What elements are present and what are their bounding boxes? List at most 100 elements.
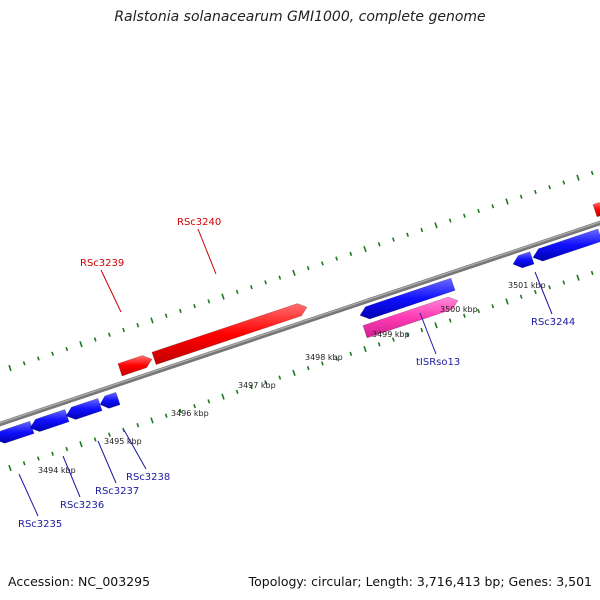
gene-label-rsc3244: RSc3244: [531, 317, 575, 328]
gene-label-tisrso13: tISRso13: [416, 357, 460, 368]
inner-tick: [392, 337, 395, 342]
outer-tick: [477, 208, 480, 214]
inner-tick: [136, 423, 140, 428]
outer-tick: [377, 242, 381, 247]
inner-tick: [448, 318, 452, 323]
leader-line-tisrso13: [419, 312, 437, 355]
ruler-labels: 3494 kbp 3495 kbp 3496 kbp 3497 kbp 3498 kbp…: [38, 281, 546, 475]
gene-label-rsc3237: RSc3237: [95, 486, 139, 497]
backbone-line: [0, 220, 600, 427]
outer-tick: [562, 180, 566, 185]
inner-tick: [221, 393, 225, 400]
outer-tick-track: [8, 170, 594, 372]
inner-tick: [363, 345, 367, 353]
inner-tick: [321, 361, 324, 366]
outer-tick: [420, 227, 424, 233]
gene-arrow-rsc3239: [117, 355, 153, 377]
gene-features: [0, 202, 600, 444]
outer-tick: [207, 299, 211, 304]
accession-label: Accession: NC_003295: [8, 574, 151, 589]
ruler-label: 3495 kbp: [104, 437, 142, 446]
inner-tick: [79, 441, 83, 448]
leader-line-rsc3239: [100, 269, 122, 313]
leader-line-rsc3235: [18, 473, 39, 517]
outer-tick: [349, 251, 353, 256]
inner-tick: [122, 427, 125, 433]
gene-label-rsc3238: RSc3238: [126, 472, 170, 483]
inner-tick: [377, 342, 381, 347]
outer-tick: [235, 289, 239, 295]
inner-tick: [534, 289, 537, 295]
outer-tick: [8, 364, 12, 372]
outer-tick: [491, 204, 495, 209]
leader-line-rsc3236: [62, 455, 81, 498]
gene-label-rsc3235: RSc3235: [18, 519, 62, 530]
outer-tick: [534, 189, 537, 195]
outer-tick: [93, 337, 97, 342]
outer-tick: [590, 170, 594, 176]
outer-tick: [306, 265, 310, 271]
genome-summary: Topology: circular; Length: 3,716,413 bp…: [248, 574, 592, 589]
gene-arrow-rsc3240: [151, 303, 308, 365]
inner-tick: [22, 461, 26, 466]
inner-tick: [37, 456, 40, 461]
inner-tick: [406, 332, 409, 337]
inner-tick: [463, 313, 466, 318]
ruler-label: 3496 kbp: [171, 409, 209, 418]
gene-labels: RSc3239 RSc3240 tISRso13 RSc3244 RSc3235 RSc3…: [18, 217, 575, 530]
outer-tick: [193, 304, 196, 309]
inner-tick: [491, 304, 495, 309]
gene-arrow-tisrso13: [362, 296, 459, 339]
ruler-label: 3494 kbp: [38, 466, 76, 475]
inner-tick: [562, 280, 566, 285]
outer-tick: [406, 232, 409, 237]
inner-tick: [335, 356, 338, 361]
outer-tick: [264, 280, 267, 285]
outer-tick: [122, 327, 125, 333]
outer-tick: [150, 317, 154, 324]
map-title: Ralstonia solanacearum GMI1000, complete…: [114, 9, 486, 25]
inner-tick: [306, 365, 310, 371]
ruler-label: 3498 kbp: [305, 353, 343, 362]
inner-tick: [93, 437, 97, 442]
outer-tick: [335, 256, 338, 261]
outer-tick: [548, 185, 551, 190]
inner-tick: [590, 270, 594, 276]
outer-tick: [278, 275, 282, 280]
outer-tick: [292, 269, 296, 276]
leader-line-rsc3240: [197, 228, 217, 275]
ruler-label: 3499 kbp: [372, 330, 410, 339]
outer-tick: [22, 361, 26, 366]
backbone-highlight: [0, 221, 600, 424]
inner-tick: [477, 308, 480, 314]
inner-tick: [150, 417, 154, 424]
outer-tick: [434, 222, 438, 229]
outer-tick: [51, 351, 54, 356]
inner-tick: [420, 327, 424, 333]
outer-tick: [363, 245, 367, 253]
outer-tick: [321, 261, 324, 266]
outer-tick: [392, 237, 395, 242]
outer-tick: [37, 356, 40, 361]
gene-label-rsc3239: RSc3239: [80, 258, 124, 269]
ruler-label: 3501 kbp: [508, 281, 546, 290]
inner-tick: [164, 413, 168, 418]
inner-tick: [505, 298, 509, 305]
leader-line-rsc3237: [97, 440, 117, 484]
outer-tick: [250, 284, 253, 290]
inner-tick: [108, 432, 111, 437]
gene-label-rsc3240: RSc3240: [177, 217, 221, 228]
gene-arrow-blue: [359, 277, 456, 320]
outer-tick: [221, 293, 225, 300]
outer-tick: [448, 218, 452, 223]
outer-tick: [519, 194, 523, 199]
inner-tick: [207, 399, 211, 404]
outer-tick: [179, 308, 182, 314]
inner-tick: [179, 408, 182, 414]
outer-tick: [576, 174, 580, 181]
ruler-label: 3497 kbp: [238, 381, 276, 390]
outer-tick: [79, 341, 83, 348]
inner-tick-track: [8, 270, 594, 472]
inner-tick: [235, 389, 239, 395]
inner-tick: [548, 285, 551, 290]
